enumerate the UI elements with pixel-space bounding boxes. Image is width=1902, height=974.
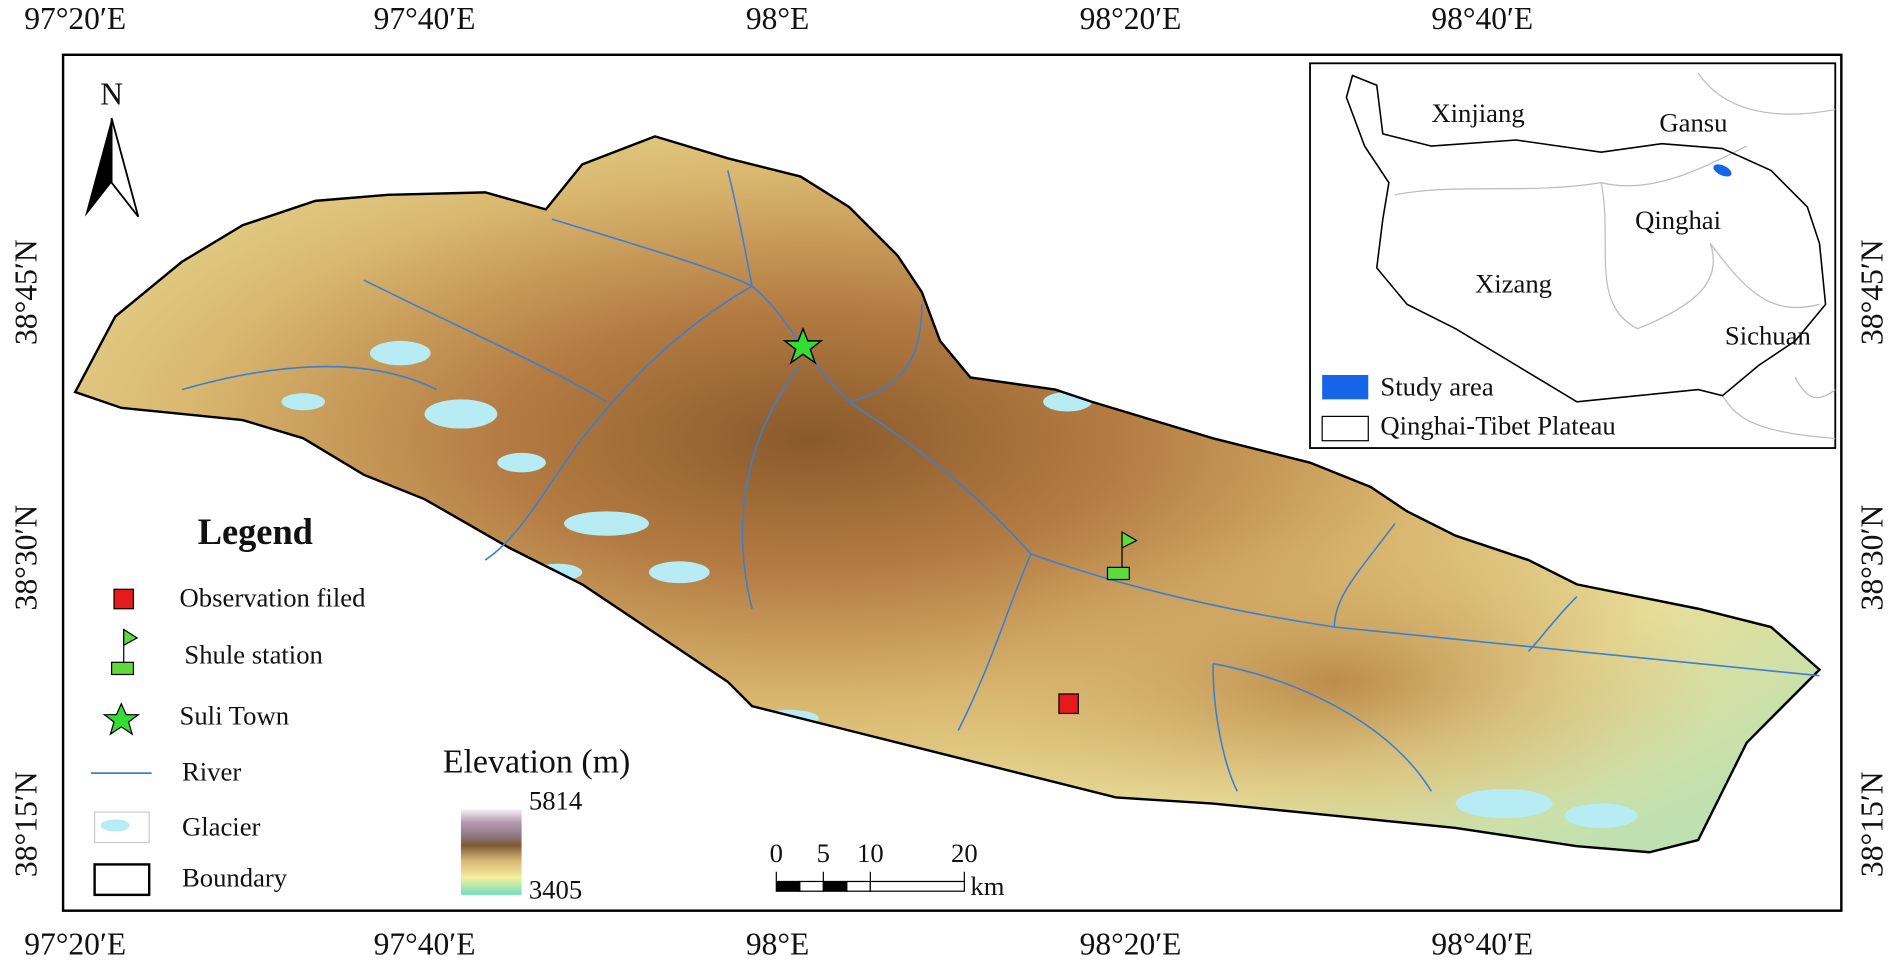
legend-label: Observation filed — [180, 582, 367, 612]
lon-label: 98°40′E — [1431, 1, 1533, 36]
lon-label: 97°40′E — [374, 1, 476, 36]
lon-label: 97°20′E — [24, 926, 126, 961]
legend-label: Suli Town — [180, 700, 290, 730]
region-label: Xinjiang — [1431, 98, 1524, 128]
legend-label: Shule station — [184, 640, 323, 670]
inset-legend-swatch — [1321, 415, 1369, 442]
lon-label: 98°20′E — [1080, 1, 1182, 36]
scale-segment — [822, 880, 848, 892]
north-label: N — [100, 77, 123, 112]
rivers — [181, 170, 1820, 792]
elevation-max: 5814 — [529, 786, 582, 816]
legend-label: Boundary — [182, 862, 288, 892]
inset-legend-swatch — [1322, 374, 1369, 400]
lat-label: 38°45′N — [8, 239, 43, 345]
region-label: Qinghai — [1635, 205, 1721, 235]
legend-label: Glacier — [182, 811, 261, 841]
scale-label: 10 — [857, 838, 884, 868]
scale-segment — [869, 880, 965, 892]
lat-label: 38°30′N — [8, 505, 43, 611]
study-area — [1713, 164, 1732, 177]
lon-label: 97°20′E — [24, 1, 126, 36]
scale-segment — [775, 880, 801, 892]
region-label: Xizang — [1475, 268, 1552, 298]
lat-label: 38°15′N — [1855, 771, 1890, 877]
lon-label: 97°40′E — [374, 926, 476, 961]
legend — [90, 588, 522, 897]
lon-label: 98°E — [746, 926, 809, 961]
lat-label: 38°30′N — [1855, 505, 1890, 611]
lat-label: 38°15′N — [8, 771, 43, 877]
inset-legend-label: Qinghai-Tibet Plateau — [1380, 411, 1615, 441]
scale-label: 0 — [770, 838, 783, 868]
elevation-title: Elevation (m) — [443, 743, 631, 780]
lat-label: 38°45′N — [1855, 239, 1890, 345]
lon-label: 98°20′E — [1080, 926, 1182, 961]
inset-legend-label: Study area — [1380, 372, 1493, 402]
scale-label: 5 — [817, 838, 830, 868]
elevation-colorbar — [460, 809, 522, 895]
scale-segment — [799, 880, 824, 892]
map-body: N 97°20′E 97°20′E 97°40′E 97°40′E 98°E 98°E 98… — [8, 1, 1889, 961]
legend-label: River — [182, 756, 241, 786]
shule-station-marker — [1106, 530, 1138, 581]
region-label: Sichuan — [1725, 321, 1811, 351]
legend-title: Legend — [198, 512, 313, 552]
inset-map — [1309, 62, 1837, 449]
scale-unit: km — [970, 871, 1004, 901]
elevation-min: 3405 — [529, 875, 582, 905]
north-arrow: N — [84, 77, 140, 218]
scale-segment — [846, 880, 871, 892]
observation-marker — [1058, 693, 1079, 715]
lon-label: 98°E — [746, 1, 809, 36]
region-label: Gansu — [1659, 108, 1727, 138]
suli-town-marker — [782, 326, 824, 365]
lon-label: 98°40′E — [1431, 926, 1533, 961]
scale-label: 20 — [951, 838, 978, 868]
